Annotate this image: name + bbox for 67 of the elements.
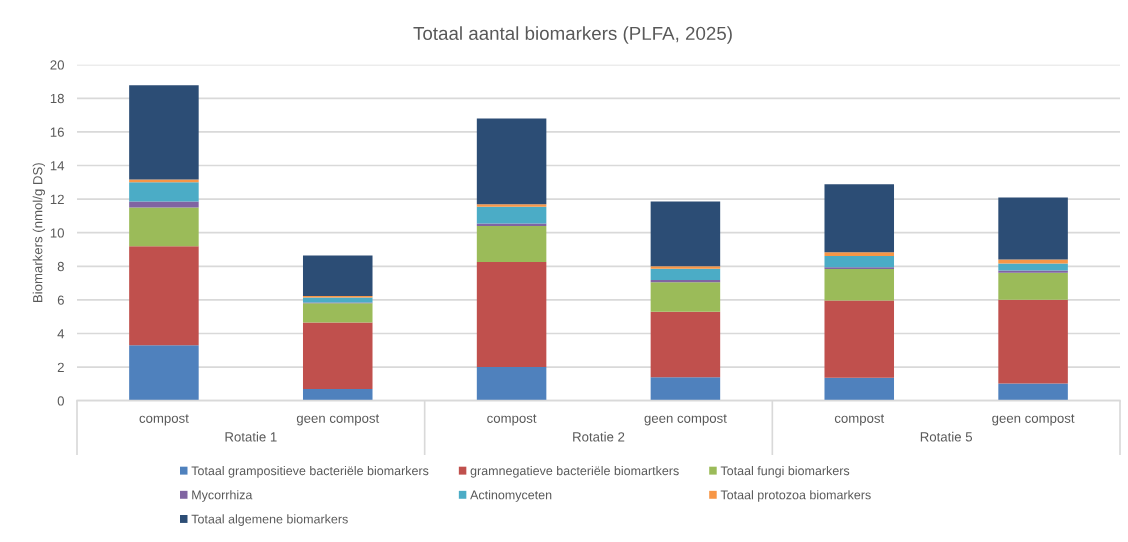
bar — [476, 204, 547, 207]
y-tick-label: 16 — [50, 127, 64, 137]
y-tick-label: 0 — [57, 396, 64, 406]
y-axis-title: Biomarkers (nmol/g DS) — [32, 163, 45, 302]
bar — [129, 179, 199, 183]
x-tick-label: compost — [834, 414, 885, 426]
y-tick-label: 4 — [57, 329, 65, 339]
legend-label: Totaal protozoa biomarkers — [720, 490, 871, 502]
chart-title: Totaal aantal biomarkers (PLFA, 2025) — [413, 26, 732, 44]
bar — [998, 272, 1068, 300]
bar — [476, 225, 547, 263]
bar — [824, 377, 895, 401]
y-tick-label: 18 — [50, 93, 64, 104]
x-tick-label: geen compost — [644, 414, 727, 426]
bar — [476, 262, 547, 368]
bar — [998, 259, 1068, 264]
bar — [650, 377, 721, 401]
bar — [998, 263, 1068, 271]
bar — [998, 299, 1068, 384]
bar — [129, 246, 199, 346]
y-tick-label: 12 — [50, 194, 64, 204]
y-tick-label: 20 — [50, 60, 64, 70]
bar — [476, 367, 547, 401]
y-tick-label: 2 — [57, 362, 64, 372]
bar — [650, 201, 721, 267]
bar — [129, 207, 199, 247]
bar — [650, 311, 721, 378]
legend-label: Totaal algemene biomarkers — [191, 514, 348, 526]
bar — [302, 303, 373, 323]
bar — [650, 282, 721, 312]
y-tick-label: 6 — [57, 295, 64, 305]
y-tick-label: 14 — [50, 161, 65, 171]
x-tick-label: geen compost — [296, 414, 380, 426]
bar — [998, 383, 1068, 401]
text: Rotatie 2 — [573, 431, 625, 442]
bar — [998, 197, 1068, 260]
text: Rotatie 5 — [920, 431, 973, 442]
bar — [824, 268, 895, 301]
bar — [302, 322, 373, 389]
bar — [476, 223, 547, 226]
y-tick-label: 8 — [57, 261, 64, 272]
bar — [129, 182, 199, 202]
x-tick-label: compost — [139, 414, 189, 426]
legend-label: Totaal grampositieve bacteriële biomarkers — [191, 466, 429, 478]
bar — [824, 184, 895, 253]
legend-label: Totaal fungi biomarkers — [720, 466, 850, 478]
bar — [650, 268, 721, 281]
bar — [302, 255, 373, 297]
x-tick-label: compost — [487, 414, 537, 426]
bar — [129, 345, 199, 401]
bar — [129, 201, 199, 208]
bar — [650, 280, 721, 283]
text: Rotatie 1 — [225, 431, 277, 442]
bar — [302, 388, 373, 401]
legend-label: Actinomyceten — [470, 490, 552, 502]
bar — [476, 118, 547, 205]
bar — [129, 85, 199, 180]
legend-label: Mycorrhiza — [192, 490, 253, 502]
bar — [824, 300, 895, 378]
legend-label: gramnegatieve bacteriële biomartkers — [470, 466, 679, 478]
bar — [824, 256, 895, 268]
bar — [476, 206, 547, 224]
y-tick-label: 10 — [50, 228, 64, 238]
bar — [650, 266, 721, 269]
bar — [302, 297, 373, 303]
x-tick-label: geen compost — [992, 414, 1075, 426]
bar — [824, 252, 895, 257]
